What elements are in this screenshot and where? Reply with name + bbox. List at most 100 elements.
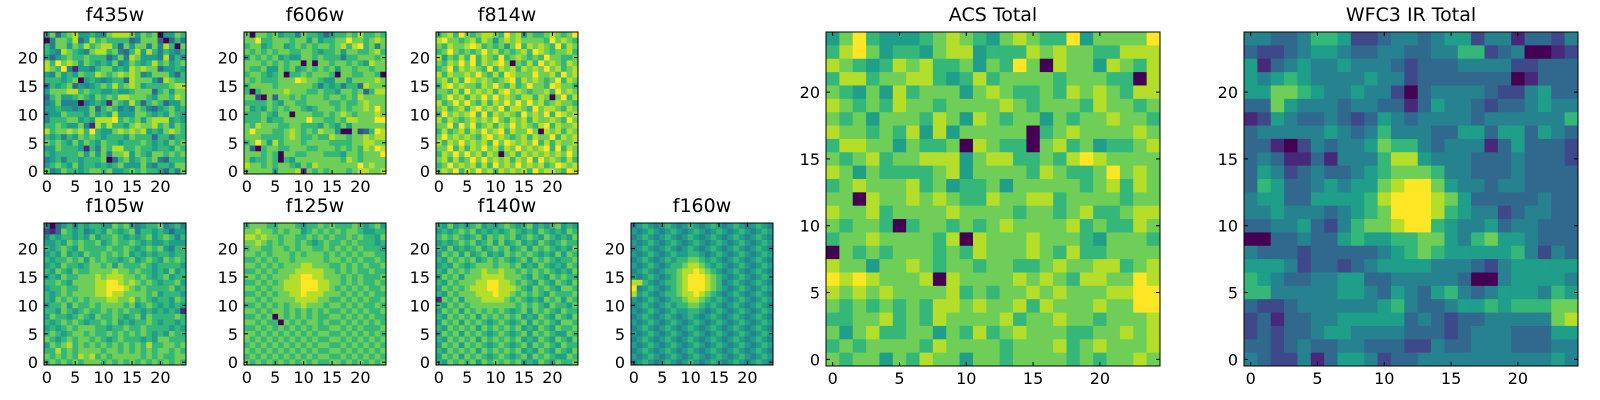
heatmap-cell (1079, 152, 1094, 166)
heatmap-cell (312, 83, 319, 90)
heatmap-cell (351, 359, 358, 366)
heatmap-cell (710, 336, 717, 343)
heatmap-cell (146, 291, 153, 298)
heatmap-cell (266, 313, 273, 320)
heatmap-cell (755, 330, 763, 337)
heatmap-cell (83, 32, 90, 39)
heatmap-cell (919, 112, 934, 126)
heatmap-cell (380, 122, 387, 129)
heatmap-cell (283, 330, 290, 337)
heatmap-cell (498, 308, 505, 315)
heatmap-cell (357, 336, 364, 343)
heatmap-cell (653, 342, 660, 349)
heatmap-cell (363, 134, 370, 141)
heatmap-cell (481, 257, 488, 264)
y-tick-label: 5 (228, 325, 238, 344)
heatmap-cell (761, 240, 768, 247)
heatmap-cell (151, 117, 158, 124)
heatmap-cell (475, 262, 482, 269)
heatmap-cell (151, 279, 158, 286)
heatmap-cell (631, 319, 638, 326)
heatmap-cell (441, 342, 448, 349)
heatmap-cell (470, 88, 477, 95)
heatmap-cell (334, 162, 341, 169)
heatmap-cell (146, 151, 153, 158)
heatmap-cell (49, 88, 56, 95)
heatmap-cell (704, 330, 711, 337)
heatmap-cell (72, 37, 79, 44)
heatmap-cell (380, 308, 387, 315)
heatmap-cell (112, 330, 119, 337)
heatmap-cell (123, 251, 130, 258)
heatmap-cell (357, 117, 364, 124)
heatmap-cell (278, 330, 285, 337)
heatmap-cell (464, 54, 471, 61)
heatmap-cell (436, 156, 443, 164)
heatmap-cell (300, 43, 307, 50)
heatmap-cell (174, 291, 181, 298)
heatmap-cell (340, 228, 347, 235)
heatmap-cell (704, 342, 711, 349)
heatmap-cell (475, 342, 482, 349)
heatmap-cell (560, 162, 568, 169)
heatmap-cell (168, 325, 176, 332)
heatmap-cell (83, 49, 90, 56)
heatmap-cell (129, 122, 136, 129)
heatmap-cell (826, 138, 840, 153)
heatmap-cell (255, 134, 262, 141)
heatmap-cell (78, 156, 85, 164)
heatmap-cell (134, 83, 141, 90)
heatmap-cell (631, 342, 638, 349)
heatmap-cell (146, 223, 153, 230)
heatmap-cell (340, 151, 347, 158)
heatmap-cell (374, 223, 381, 230)
heatmap-cell (346, 319, 353, 326)
heatmap-cell (163, 257, 170, 264)
heatmap-cell (566, 111, 573, 118)
heatmap-cell (129, 111, 136, 118)
heatmap-cell (134, 151, 141, 158)
heatmap-cell (89, 66, 96, 73)
heatmap-cell (289, 88, 296, 95)
heatmap-cell (549, 88, 556, 95)
heatmap-cell (487, 54, 494, 61)
heatmap-cell (475, 162, 482, 169)
heatmap-cell (49, 347, 56, 355)
heatmap-cell (255, 285, 262, 292)
heatmap-cell (670, 257, 677, 264)
heatmap-cell (566, 325, 573, 332)
heatmap-cell (278, 223, 285, 230)
heatmap-cell (357, 353, 364, 360)
heatmap-cell (733, 262, 740, 269)
heatmap-cell (906, 232, 920, 247)
heatmap-cell (244, 122, 251, 129)
heatmap-cell (733, 223, 740, 230)
heatmap-cell (665, 347, 672, 355)
heatmap-cell (174, 223, 181, 230)
heatmap-cell (572, 32, 579, 39)
heatmap-cell (636, 330, 643, 337)
heatmap-cell (555, 262, 562, 269)
heatmap-cell (733, 359, 740, 366)
heatmap-cell (1066, 72, 1081, 86)
heatmap-cell (72, 296, 79, 303)
heatmap-cell (549, 268, 556, 275)
heatmap-cell (767, 308, 774, 315)
heatmap-cell (447, 313, 454, 320)
heatmap-cell (761, 268, 768, 275)
heatmap-cell (653, 228, 660, 235)
heatmap-cell (560, 43, 568, 50)
heatmap-cell (363, 94, 370, 101)
heatmap-cell (283, 168, 290, 175)
heatmap-cell (665, 313, 672, 320)
heatmap-cell (441, 145, 448, 152)
heatmap-cell (704, 313, 711, 320)
heatmap-cell (560, 308, 568, 315)
heatmap-cell (140, 134, 147, 141)
heatmap-cell (134, 32, 141, 39)
heatmap-cell (351, 168, 358, 175)
heatmap-cell (470, 37, 477, 44)
heatmap-cell (312, 240, 319, 247)
heatmap-cell (470, 313, 477, 320)
heatmap-cell (1079, 98, 1094, 113)
